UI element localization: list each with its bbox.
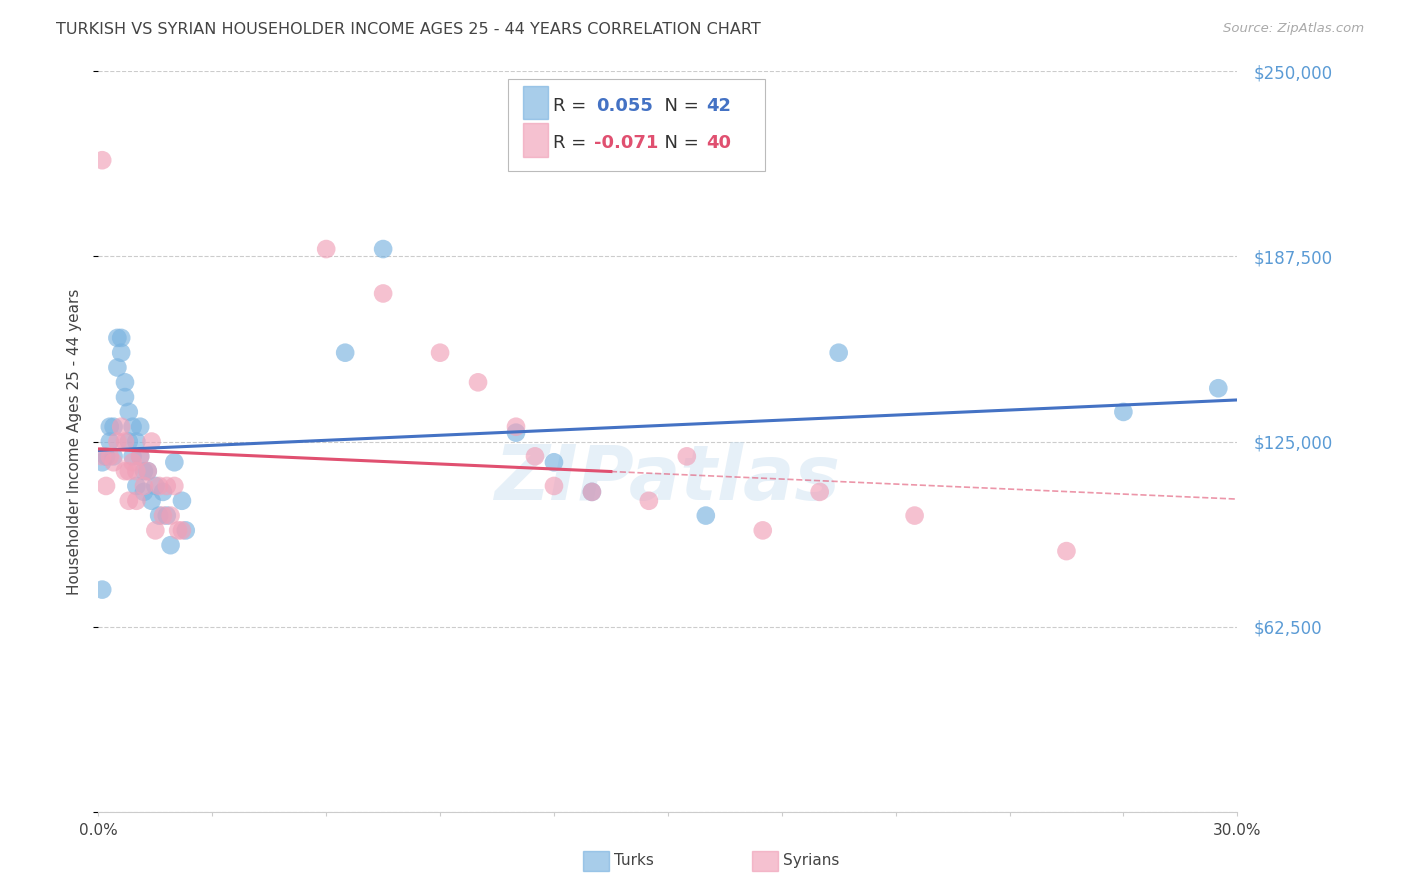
Point <box>152 508 174 523</box>
Point <box>107 360 129 375</box>
Point <box>114 434 136 449</box>
Point <box>167 524 190 538</box>
Text: R =: R = <box>553 134 592 153</box>
Point <box>110 419 132 434</box>
Text: 42: 42 <box>707 97 731 115</box>
FancyBboxPatch shape <box>523 87 548 120</box>
Point <box>1112 405 1135 419</box>
Point <box>159 508 181 523</box>
Point <box>581 484 603 499</box>
Text: TURKISH VS SYRIAN HOUSEHOLDER INCOME AGES 25 - 44 YEARS CORRELATION CHART: TURKISH VS SYRIAN HOUSEHOLDER INCOME AGE… <box>56 22 761 37</box>
Point <box>141 493 163 508</box>
Text: R =: R = <box>553 97 592 115</box>
Text: Syrians: Syrians <box>783 854 839 868</box>
Point <box>118 434 141 449</box>
Point <box>110 331 132 345</box>
Point <box>904 508 927 523</box>
FancyBboxPatch shape <box>523 123 548 156</box>
Point <box>94 450 117 464</box>
Point <box>125 493 148 508</box>
Point <box>136 464 159 478</box>
Point <box>103 419 125 434</box>
Point <box>98 419 121 434</box>
Point <box>118 405 141 419</box>
Point <box>505 419 527 434</box>
Point <box>145 524 167 538</box>
Point <box>148 508 170 523</box>
Point <box>581 484 603 499</box>
Point <box>121 455 143 469</box>
Point <box>315 242 337 256</box>
Point <box>156 479 179 493</box>
Point <box>121 419 143 434</box>
Point <box>107 434 129 449</box>
Text: ZIPatlas: ZIPatlas <box>495 442 841 516</box>
Point <box>125 464 148 478</box>
Point <box>129 450 152 464</box>
Point <box>110 345 132 359</box>
Point <box>114 376 136 390</box>
Point <box>136 464 159 478</box>
Point <box>543 455 565 469</box>
Point <box>118 493 141 508</box>
Point <box>170 524 193 538</box>
Point <box>121 450 143 464</box>
Text: -0.071: -0.071 <box>593 134 658 153</box>
Text: N =: N = <box>652 97 704 115</box>
Point <box>1056 544 1078 558</box>
Point <box>505 425 527 440</box>
Text: Turks: Turks <box>614 854 654 868</box>
Point <box>132 484 155 499</box>
Point <box>94 479 117 493</box>
FancyBboxPatch shape <box>509 78 765 171</box>
Point <box>125 434 148 449</box>
Point <box>118 464 141 478</box>
Point <box>828 345 851 359</box>
Point <box>1208 381 1230 395</box>
Point <box>543 479 565 493</box>
Point <box>371 286 394 301</box>
Point <box>638 493 661 508</box>
Point <box>152 484 174 499</box>
Point <box>132 479 155 493</box>
Point <box>129 419 152 434</box>
Point <box>808 484 831 499</box>
Point <box>695 508 717 523</box>
Text: Source: ZipAtlas.com: Source: ZipAtlas.com <box>1223 22 1364 36</box>
Point <box>524 450 547 464</box>
Point <box>163 479 186 493</box>
Point <box>752 524 775 538</box>
Point <box>141 434 163 449</box>
Text: 40: 40 <box>707 134 731 153</box>
Point <box>107 331 129 345</box>
Point <box>132 464 155 478</box>
Point <box>103 455 125 469</box>
Point <box>114 390 136 404</box>
Point <box>467 376 489 390</box>
Point <box>170 493 193 508</box>
Point <box>103 450 125 464</box>
Point <box>163 455 186 469</box>
Point <box>371 242 394 256</box>
Point <box>145 479 167 493</box>
Point <box>98 450 121 464</box>
Point <box>91 455 114 469</box>
Point <box>335 345 357 359</box>
Text: N =: N = <box>652 134 704 153</box>
Point <box>114 464 136 478</box>
Point <box>156 508 179 523</box>
Point <box>125 479 148 493</box>
Point <box>91 153 114 168</box>
Point <box>159 538 181 552</box>
Point <box>148 479 170 493</box>
Y-axis label: Householder Income Ages 25 - 44 years: Householder Income Ages 25 - 44 years <box>67 288 83 595</box>
Point <box>91 582 114 597</box>
Point <box>676 450 699 464</box>
Point <box>429 345 451 359</box>
Point <box>98 434 121 449</box>
Text: 0.055: 0.055 <box>596 97 652 115</box>
Point <box>91 450 114 464</box>
Point <box>129 450 152 464</box>
Point <box>174 524 197 538</box>
